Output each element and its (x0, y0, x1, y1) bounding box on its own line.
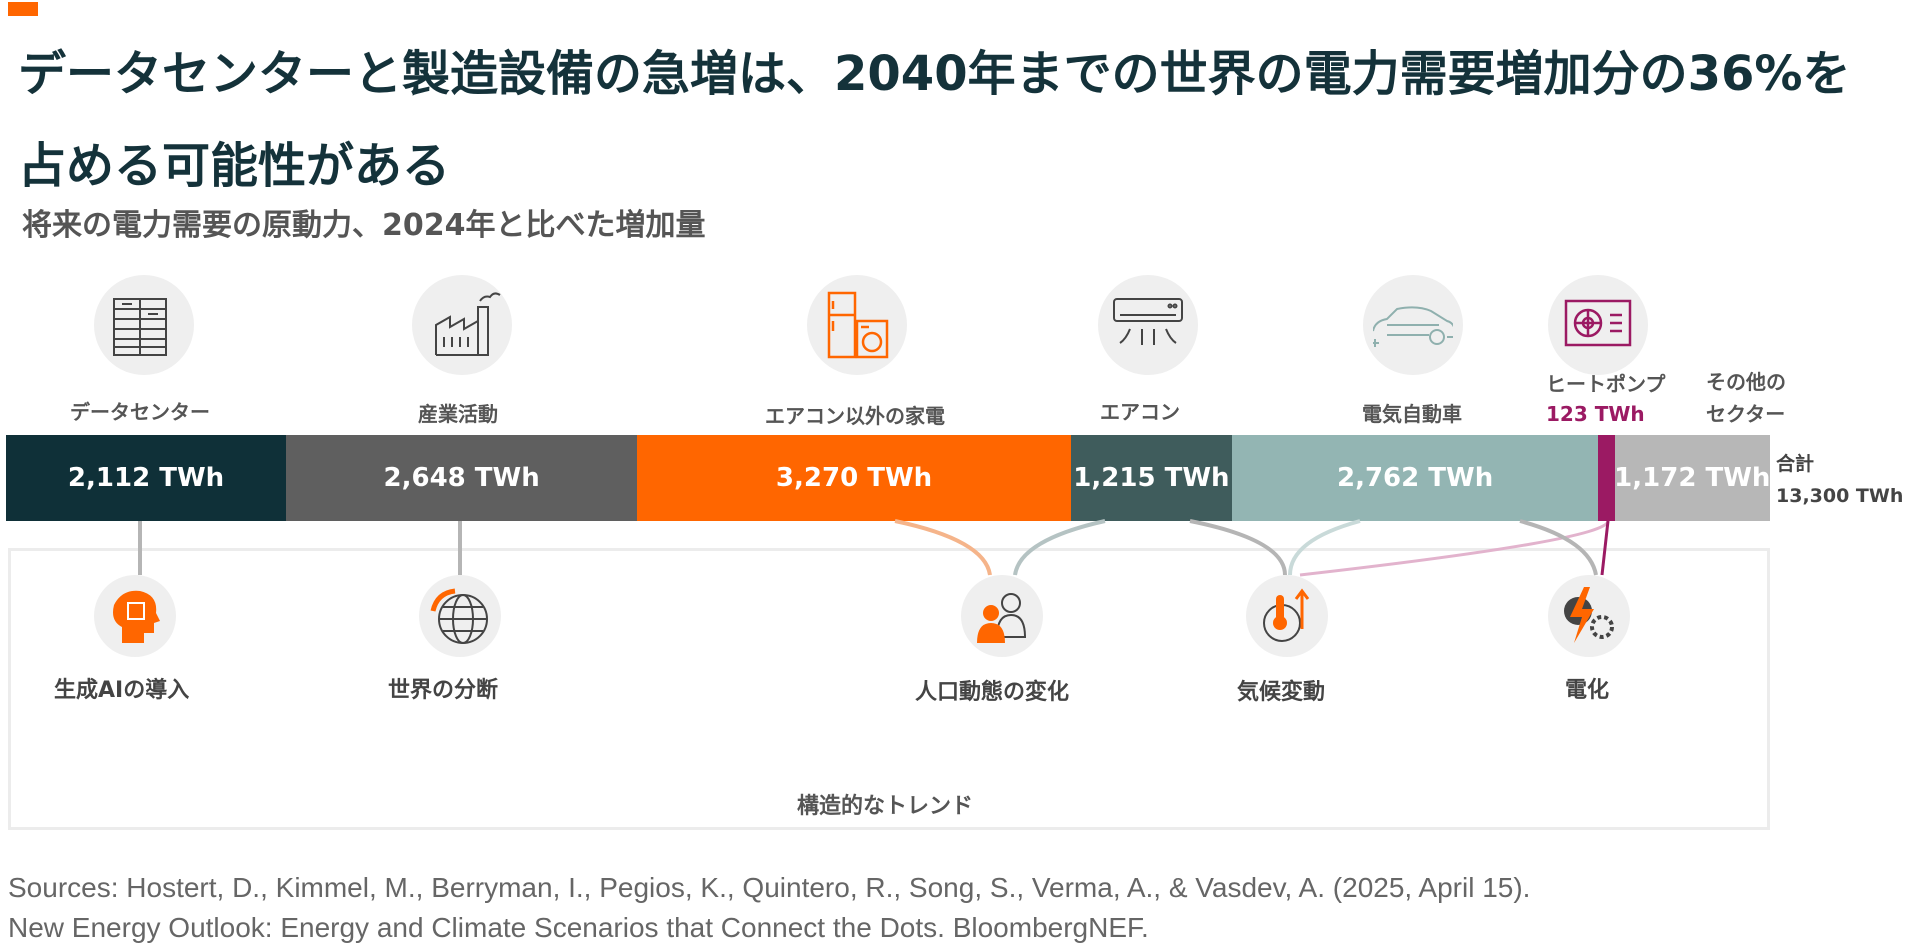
sources-line2: New Energy Outlook: Energy and Climate S… (8, 912, 1149, 943)
sources: Sources: Hostert, D., Kimmel, M., Berrym… (8, 868, 1530, 948)
heat-pump-icon (1548, 275, 1648, 375)
bar-value-label-data-center: 2,112 TWh (67, 463, 225, 493)
sector-label-heat-pump: ヒートポンプ (1546, 372, 1666, 396)
bar-value-label-industry: 2,648 TWh (383, 463, 540, 493)
sector-label-appliances: エアコン以外の家電 (765, 404, 945, 428)
car-icon (1363, 275, 1463, 375)
trend-label-electrification: 電化 (1565, 678, 1610, 703)
total-value: 13,300 TWh (1776, 485, 1904, 507)
bar-value-label-other: 1,172 TWh (1614, 463, 1771, 493)
bar-value-label-aircon: 1,215 TWh (1073, 463, 1230, 493)
bar-segment-appliances: 3,270 TWh (637, 435, 1071, 521)
bar-segment-other: 1,172 TWh (1614, 435, 1771, 521)
sector-label-data-center: データセンター (70, 400, 210, 424)
total-label: 合計 13,300 TWh (1776, 448, 1903, 512)
bar-value-label-ev: 2,762 TWh (1337, 463, 1494, 493)
heat-pump-value: 123 TWh (1546, 402, 1645, 426)
sector-label-other-line1: その他の (1706, 370, 1786, 394)
people-icon (961, 575, 1043, 657)
globe-icon (419, 575, 501, 657)
trend-label-fragmentation: 世界の分断 (388, 678, 499, 703)
electrification-icon (1548, 575, 1630, 657)
server-icon (94, 275, 194, 375)
air-conditioner-icon (1098, 275, 1198, 375)
sector-label-other-line2: セクター (1706, 402, 1786, 426)
bar-segment-aircon: 1,215 TWh (1070, 435, 1232, 521)
climate-icon (1246, 575, 1328, 657)
trends-box-title: 構造的なトレンド (796, 794, 973, 819)
bar-segment-data-center: 2,112 TWh (6, 435, 287, 521)
page-subtitle: 将来の電力需要の原動力、2024年と比べた増加量 (22, 208, 706, 243)
sector-label-industry: 産業活動 (418, 402, 498, 426)
factory-icon (412, 275, 512, 375)
bar-segment-ev: 2,762 TWh (1231, 435, 1599, 521)
page-title: データセンターと製造設備の急増は、2040年までの世界の電力需要増加分の36%を… (18, 46, 1851, 194)
bar-segment-heat-pump (1598, 435, 1615, 521)
accent-tag (8, 2, 38, 16)
trend-label-climate: 気候変動 (1237, 680, 1326, 705)
total-label-text: 合計 (1776, 453, 1815, 475)
appliances-icon (807, 275, 907, 375)
sector-label-ev: 電気自動車 (1362, 402, 1462, 426)
sources-line1: Sources: Hostert, D., Kimmel, M., Berrym… (8, 872, 1531, 903)
trend-label-demographics: 人口動態の変化 (915, 680, 1070, 705)
trend-label-ai: 生成AIの導入 (54, 678, 190, 703)
bar-segment-industry: 2,648 TWh (286, 435, 638, 521)
sector-label-aircon: エアコン (1100, 400, 1180, 424)
trends-box (8, 548, 1770, 830)
bar-value-label-appliances: 3,270 TWh (775, 463, 933, 493)
ai-head-icon (94, 575, 176, 657)
